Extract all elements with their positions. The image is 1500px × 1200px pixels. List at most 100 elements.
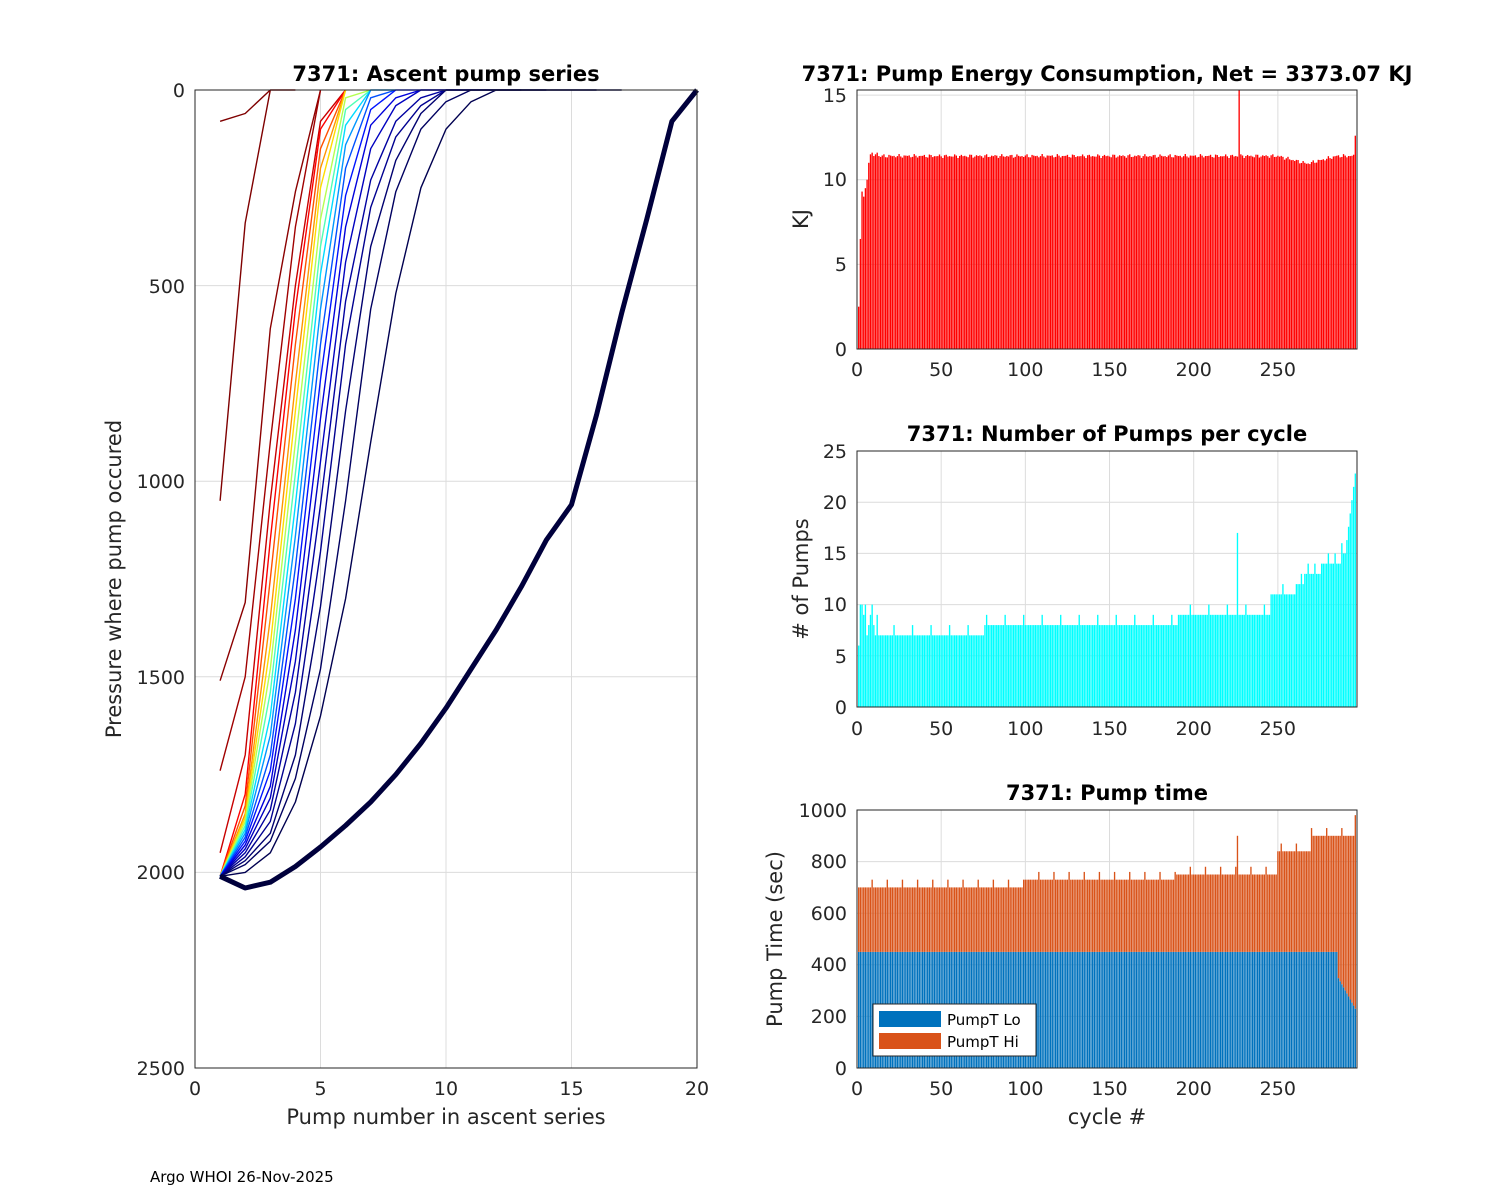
pumptime-bar-lo [861,951,863,1068]
pumps-bar [903,635,905,707]
ascent-xtick: 15 [559,1078,583,1100]
pumps-bar [935,635,937,707]
pumptime-bar-lo [1331,951,1333,1068]
pumptime-bar-lo [1046,951,1048,1068]
pumps-bar [1347,526,1350,707]
energy-bar [1046,155,1048,349]
pumptime-ytick: 600 [811,903,847,925]
pumptime-bar-lo [1159,951,1161,1068]
pumptime-bar-lo [1302,951,1304,1068]
pumptime-bar-hi [1262,874,1264,952]
energy-bar [1231,154,1234,349]
pumptime-bar-lo [1278,951,1281,1068]
pumps-bar [1092,625,1094,707]
ascent-line-cycle-160 [219,89,396,877]
energy-bar [935,156,937,349]
pumptime-bar-lo [1236,951,1239,1068]
pumptime-bar-hi [1181,874,1183,952]
pumptime-bar-hi [895,887,897,952]
pumptime-bar-lo [1129,951,1131,1068]
energy-bar [1300,162,1303,349]
pumptime-bar-hi [1314,835,1316,952]
energy-bar [1088,154,1090,349]
energy-bar [1061,155,1064,349]
energy-bar [886,157,888,349]
energy-bar [1110,157,1112,349]
pumps-bar [873,625,875,707]
pumptime-bar-lo [1332,951,1335,1068]
energy-bar [1287,156,1289,349]
pumptime-bar-hi [1132,879,1134,952]
energy-bar [1336,155,1338,349]
energy-bar [1216,155,1218,349]
pumptime-bar-hi [1149,879,1151,952]
pumptime-bar-hi [920,887,922,952]
energy-bar [913,154,915,349]
energy-bar [901,157,904,349]
pumptime-bar-hi [1196,874,1198,952]
pumptime-bar-hi [1017,887,1020,952]
pumptime-bar-hi [1049,879,1052,952]
energy-bar [1341,156,1343,349]
pumptime-bar-lo [1251,951,1254,1068]
pumptime-bar-hi [940,887,942,952]
pumps-bar [1182,614,1185,707]
pumptime-bar-hi [889,887,892,952]
pumptime-bar-lo [1199,951,1202,1068]
pumps-bar [925,635,927,707]
pumps-bar [1231,614,1234,707]
pumps-bar [999,625,1001,707]
pumps-bar [1155,625,1158,707]
pumptime-bar-hi [1164,879,1166,952]
pumptime-bar-hi [1054,879,1057,952]
pumps-ytick: 0 [835,697,847,719]
energy-bar [992,156,995,349]
energy-bar [1265,155,1267,349]
pumps-bar [1137,625,1139,707]
energy-bar [1039,156,1042,349]
pumps-bar [1166,625,1168,707]
energy-bar [1277,155,1279,349]
pumptime-bar-hi [1041,879,1043,952]
energy-bar [1144,154,1146,349]
pumptime-bar-hi [1258,874,1261,952]
pumptime-bar-hi [932,879,934,952]
pumptime-bar-hi [1135,879,1138,952]
ascent-title: 7371: Ascent pump series [292,62,599,86]
pumps-bar [1317,573,1319,707]
ascent-ticks: 0 5 10 15 20 0 500 1000 1500 2000 2500 [137,80,709,1100]
pumptime-bar-lo [1191,951,1193,1068]
pumptime-bar-hi [1265,866,1267,952]
pumptime-bar-hi [1024,879,1027,952]
pumptime-bar-hi [1305,851,1308,952]
pumps-bar [879,635,882,707]
pumptime-axes-box [856,809,1358,1069]
energy-bar [1346,157,1348,349]
pumptime-bar-lo [1086,951,1089,1068]
pumptime-bar-hi [1235,866,1237,952]
pumptime-bar-hi [1349,835,1351,1000]
pumptime-bar-hi [1169,879,1171,952]
pumptime-bar-hi [1021,887,1023,952]
pumps-bar [1054,625,1057,707]
pumps-bar [982,635,984,707]
energy-bar [1152,155,1154,349]
ascent-line-cycle-40 [219,89,347,877]
energy-bar [947,156,949,349]
pumptime-bar-hi [1246,874,1249,952]
pumps-bar [1134,614,1136,707]
pumps-bar [896,635,899,707]
pumptime-bar-lo [859,951,862,1068]
energy-bar [1169,154,1171,349]
pumptime-bar-lo [1246,951,1249,1068]
pumptime-bar-lo [1349,999,1351,1068]
pumptime-bar-lo [1214,951,1217,1068]
pumps-bar [1053,625,1055,707]
pumps-bar [1352,486,1355,707]
pumps-bar [1150,625,1153,707]
pumptime-xtick: 100 [1007,1078,1043,1100]
pumptime-bar-hi [1294,851,1296,952]
energy-bar [1139,155,1141,349]
energy-bar [1073,155,1075,349]
pumptime-bar-lo [1329,951,1331,1068]
